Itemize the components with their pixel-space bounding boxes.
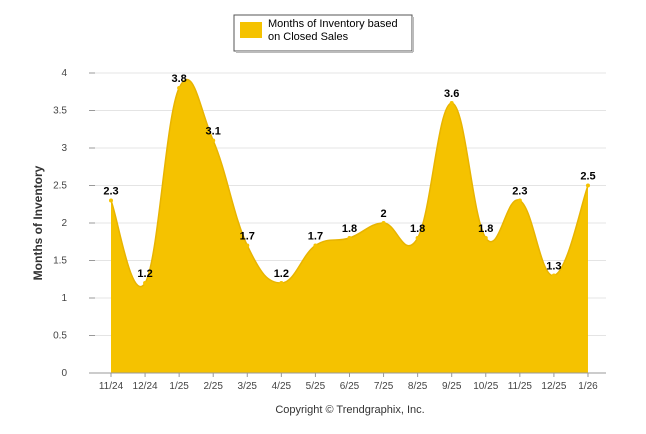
data-point: [211, 138, 216, 143]
area-outline: [110, 78, 589, 288]
legend-label-line1: Months of Inventory based: [268, 18, 398, 30]
data-label: 1.8: [410, 223, 425, 235]
legend-box: [233, 14, 413, 52]
y-tick-label: 2: [61, 218, 67, 229]
x-tick-label: 12/24: [133, 381, 158, 392]
y-tick-label: 3.5: [53, 106, 67, 117]
legend-label-line2: on Closed Sales: [268, 31, 349, 43]
data-point: [177, 86, 182, 90]
data-point: [415, 236, 420, 240]
area-fill: [111, 79, 588, 373]
x-tick-label: 9/25: [442, 381, 462, 392]
data-point: [347, 236, 352, 240]
y-tick-label: 0: [61, 368, 67, 379]
y-tick-label: 1.5: [53, 256, 67, 267]
x-tick-label: 4/25: [272, 381, 292, 392]
data-point: [585, 183, 590, 188]
x-tick-label: 11/25: [508, 381, 533, 392]
y-tick-label: 2.5: [53, 181, 67, 192]
data-label: 3.1: [206, 126, 221, 138]
y-tick-label: 4: [61, 68, 67, 79]
data-label: 2.3: [103, 186, 118, 198]
data-label: 1.7: [240, 231, 255, 243]
x-tick-label: 3/25: [238, 381, 258, 392]
data-label: 3.8: [171, 73, 186, 85]
data-label: 1.2: [137, 268, 152, 280]
legend-swatch: [240, 22, 262, 38]
data-label: 1.8: [478, 223, 493, 235]
data-point: [109, 198, 113, 203]
data-point: [279, 281, 284, 285]
x-tick-label: 2/25: [203, 381, 223, 392]
x-tick-label: 1/26: [578, 381, 598, 392]
data-label: 2.5: [580, 171, 595, 183]
x-tick-label: 1/25: [169, 381, 189, 392]
data-label: 3.6: [444, 88, 459, 100]
data-label: 1.2: [274, 268, 289, 280]
data-point: [517, 198, 522, 203]
x-tick-label: 12/25: [541, 381, 566, 392]
area-series: [109, 78, 590, 373]
data-label: 1.3: [546, 261, 561, 273]
copyright-text: Copyright © Trendgraphix, Inc.: [275, 404, 424, 416]
x-tick-label: 6/25: [340, 381, 360, 392]
x-tick-label: 5/25: [306, 381, 326, 392]
y-tick-label: 1: [61, 293, 67, 304]
data-labels: 2.3 1.2 3.8 3.1 1.7 1.2 1.7 1.8 2 1.8 3.6 1.8 2.3 1.3…: [103, 73, 595, 280]
data-point: [245, 243, 250, 248]
y-tick-label: 0.5: [53, 331, 67, 342]
data-point: [143, 281, 148, 285]
data-label: 2: [380, 208, 386, 220]
data-point: [483, 236, 488, 240]
data-point: [551, 273, 556, 278]
data-point: [381, 221, 386, 225]
x-tick-label: 8/25: [408, 381, 428, 392]
x-tick-labels: 11/24 12/24 1/25 2/25 3/25 4/25 5/25 6/25 7/25 8/…: [99, 373, 598, 392]
y-tick-label: 3: [61, 143, 67, 154]
x-tick-label: 11/24: [99, 381, 124, 392]
data-label: 1.7: [308, 231, 323, 243]
data-point: [313, 243, 318, 248]
y-axis-title: Months of Inventory: [31, 165, 45, 280]
y-tick-labels: 0 0.5 1 1.5 2 2.5 3 3.5 4: [53, 68, 67, 379]
data-point: [449, 101, 454, 105]
x-tick-label: 7/25: [374, 381, 394, 392]
data-label: 2.3: [512, 186, 527, 198]
x-tick-label: 10/25: [473, 381, 498, 392]
legend[interactable]: Months of Inventory based on Closed Sale…: [233, 14, 414, 53]
data-label: 1.8: [342, 223, 357, 235]
